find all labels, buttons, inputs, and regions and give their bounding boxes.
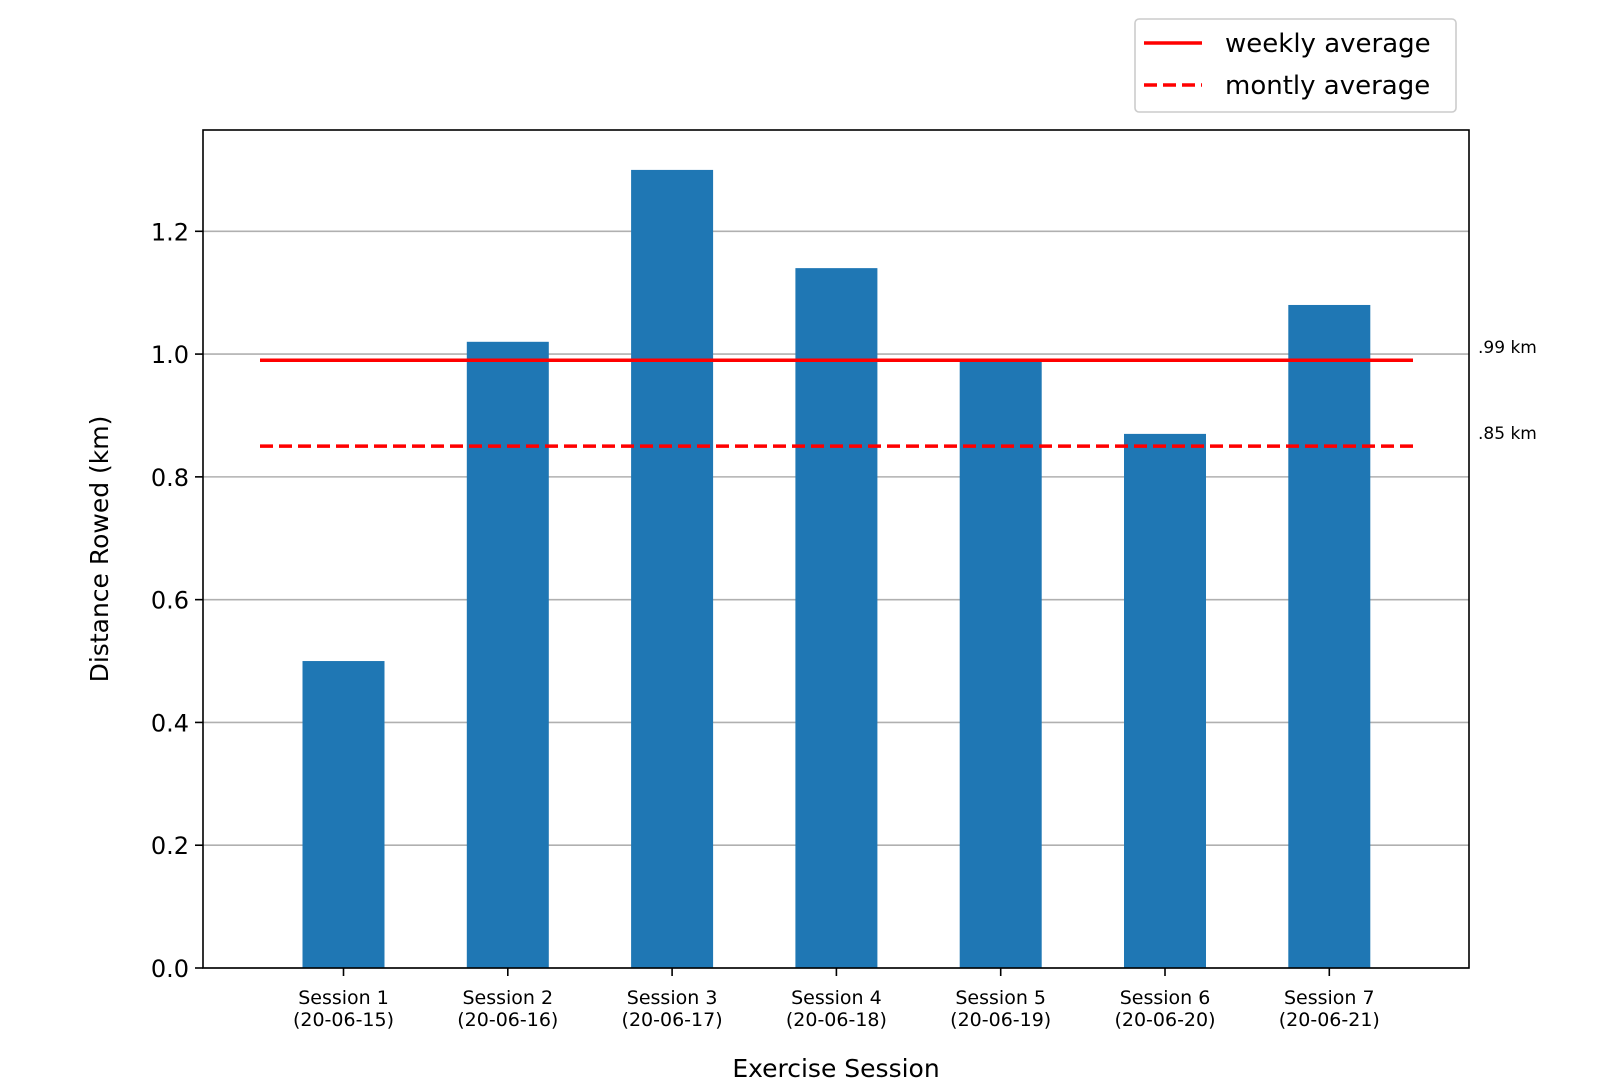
y-tick-label: 1.0 [151,341,189,369]
x-tick-label: Session 2 [462,987,553,1009]
bar [1124,433,1206,968]
legend-label: weekly average [1225,29,1431,59]
x-tick-label: (20-06-18) [786,1009,887,1031]
y-axis-ticks: 0.0 0.2 0.4 0.6 0.8 1.0 1.2 [151,218,203,983]
x-tick-label: (20-06-20) [1114,1009,1215,1031]
x-tick-label: Session 4 [791,987,882,1009]
y-tick-label: 0.8 [151,464,189,492]
y-tick-label: 1.2 [151,218,189,246]
bar [631,169,714,968]
bar [1288,304,1371,968]
x-axis-title: Exercise Session [732,1054,939,1078]
x-tick-label: (20-06-16) [457,1009,558,1031]
bar [795,268,878,969]
reference-annotation: .85 km [1478,424,1537,444]
x-tick-label: Session 7 [1284,987,1375,1009]
y-tick-label: 0.6 [151,587,189,615]
x-tick-label: (20-06-15) [293,1009,394,1031]
reference-annotation: .99 km [1478,338,1537,358]
reference-lines: .99 km .85 km [260,338,1537,448]
x-tick-label: (20-06-17) [622,1009,723,1031]
bars [302,169,1371,969]
x-tick-label: Session 1 [298,987,389,1009]
bar [959,360,1042,968]
x-tick-label: Session 5 [955,987,1046,1009]
x-axis-ticks: Session 1(20-06-15) Session 2(20-06-16) Se… [293,968,1380,1031]
y-tick-label: 0.0 [151,955,189,983]
y-axis-title: Distance Rowed (km) [85,416,114,683]
bar [466,341,549,968]
x-tick-label: (20-06-21) [1279,1009,1380,1031]
bar [302,661,385,968]
legend-label: montly average [1225,71,1430,101]
x-tick-label: Session 3 [627,987,718,1009]
legend: weekly average montly average [1134,18,1457,113]
y-tick-label: 0.4 [151,709,189,737]
legend-box [1134,18,1457,113]
x-tick-label: Session 6 [1120,987,1211,1009]
x-tick-label: (20-06-19) [950,1009,1051,1031]
y-tick-label: 0.2 [151,832,189,860]
